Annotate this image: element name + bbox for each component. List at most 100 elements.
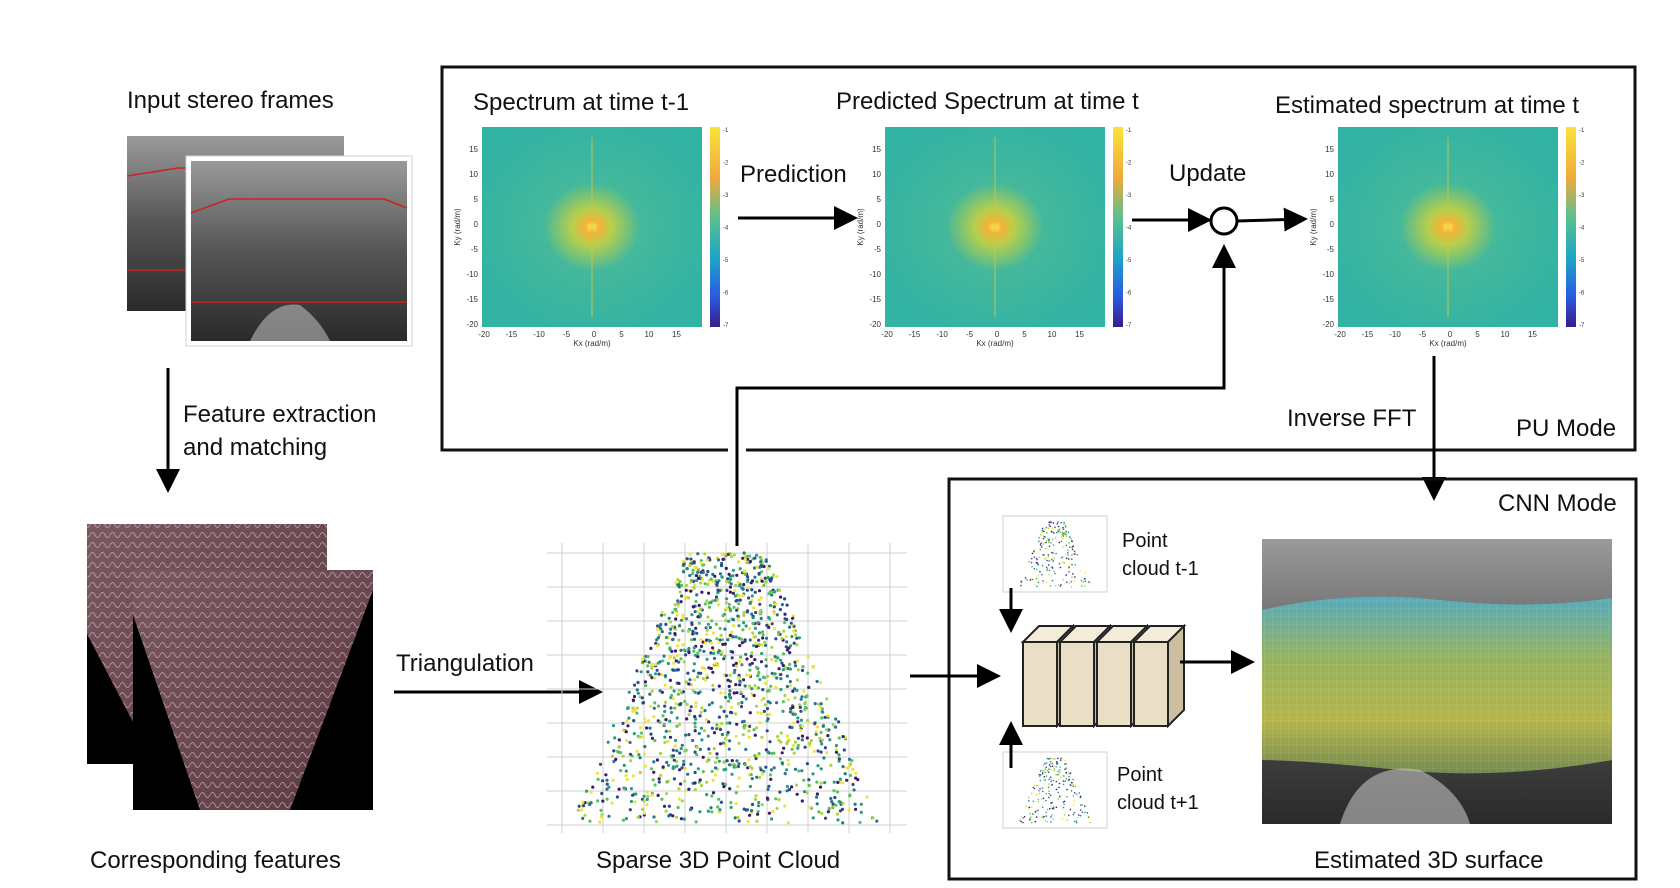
x-tick-label: -20: [478, 330, 490, 339]
y-tick-label: 15: [872, 145, 881, 154]
y-axis-label: Ky (rad/m): [856, 208, 865, 246]
colorbar-tick-label: -6: [1126, 291, 1132, 297]
colorbar-tick-label: -2: [1579, 161, 1585, 167]
update-output-arrow: [1236, 207, 1308, 232]
y-tick-label: 15: [1325, 145, 1334, 154]
spectrum-plot-prev: -20 -15 -10 -5 0 5 10 15 15 10 5 0 -5 -10 -15 -20 Kx (ra…: [453, 127, 729, 348]
colorbar-tick-label: -1: [1126, 128, 1132, 134]
update-label: Update: [1169, 160, 1247, 187]
colorbar-tick-label: -5: [1579, 258, 1585, 264]
y-tick-label: 0: [1330, 220, 1335, 229]
x-tick-label: 10: [1048, 330, 1057, 339]
y-tick-label: 5: [877, 195, 882, 204]
feature-extraction-label-1: Feature extraction: [183, 401, 377, 428]
spectrum-image: [885, 127, 1105, 327]
x-tick-label: 15: [1075, 330, 1084, 339]
y-tick-label: 10: [1325, 170, 1334, 179]
y-tick-label: 0: [474, 220, 479, 229]
x-tick-label: -10: [936, 330, 948, 339]
y-axis-label: Ky (rad/m): [453, 208, 462, 246]
y-tick-label: -20: [869, 320, 881, 329]
cnn-layers: [1020, 623, 1187, 729]
y-tick-label: 5: [1330, 195, 1335, 204]
cnn-block: [1096, 641, 1132, 727]
y-tick-label: 0: [877, 220, 882, 229]
y-tick-label: -5: [874, 245, 882, 254]
x-tick-label: 0: [995, 330, 1000, 339]
y-tick-label: -10: [1322, 270, 1334, 279]
estimated-surface-image: [1262, 539, 1612, 824]
spectrum-plot-pred: -20 -15 -10 -5 0 5 10 15 15 10 5 0 -5 -10 -15 -20 Kx (ra…: [856, 127, 1132, 348]
cloud-prev-label-2: cloud t-1: [1122, 558, 1199, 580]
y-tick-label: 15: [469, 145, 478, 154]
mini-point-cloud-prev: [1002, 515, 1108, 593]
y-tick-label: 5: [474, 195, 479, 204]
x-tick-label: -10: [533, 330, 545, 339]
y-tick-label: -15: [466, 295, 478, 304]
x-axis-label: Kx (rad/m): [1429, 339, 1467, 348]
update-node: [1209, 206, 1239, 236]
colorbar-tick-label: -1: [1579, 128, 1585, 134]
colorbar-tick-label: -6: [723, 291, 729, 297]
x-tick-label: -15: [1362, 330, 1374, 339]
colorbar-tick-label: -3: [1579, 193, 1585, 199]
y-tick-label: -5: [471, 245, 479, 254]
colorbar-tick-label: -4: [723, 226, 729, 232]
x-tick-label: -15: [506, 330, 518, 339]
y-tick-label: -5: [1327, 245, 1335, 254]
measurement-feed-line: [735, 244, 1236, 546]
y-tick-label: 10: [469, 170, 478, 179]
x-tick-label: -10: [1389, 330, 1401, 339]
x-tick-label: -5: [1419, 330, 1427, 339]
y-tick-label: -10: [869, 270, 881, 279]
x-tick-label: 15: [1528, 330, 1537, 339]
cnn-block: [1059, 641, 1095, 727]
sparse-point-cloud: [576, 551, 879, 825]
cnn-mode-box: [947, 477, 1638, 881]
y-tick-label: -10: [466, 270, 478, 279]
colorbar: [710, 127, 720, 327]
x-tick-label: -20: [881, 330, 893, 339]
y-tick-label: -15: [869, 295, 881, 304]
x-tick-label: -15: [909, 330, 921, 339]
colorbar-tick-label: -5: [723, 258, 729, 264]
colorbar-tick-label: -6: [1579, 291, 1585, 297]
x-tick-label: 5: [619, 330, 624, 339]
spectrum-prev-title: Spectrum at time t-1: [473, 89, 690, 116]
colorbar-tick-label: -3: [723, 193, 729, 199]
colorbar-tick-label: -3: [1126, 193, 1132, 199]
estimated-surface-label: Estimated 3D surface: [1314, 847, 1544, 874]
x-tick-label: 10: [645, 330, 654, 339]
cnn-mode-label: CNN Mode: [1498, 490, 1617, 517]
corresponding-features-images: [87, 524, 373, 810]
x-tick-label: 15: [672, 330, 681, 339]
triangulation-label: Triangulation: [396, 650, 534, 677]
y-tick-label: -20: [466, 320, 478, 329]
colorbar-tick-label: -2: [723, 161, 729, 167]
inverse-fft-label: Inverse FFT: [1287, 405, 1417, 432]
colorbar-tick-label: -7: [1126, 323, 1132, 329]
y-tick-label: -15: [1322, 295, 1334, 304]
cnn-block-side: [1167, 623, 1185, 729]
x-tick-label: 0: [1448, 330, 1453, 339]
spectrum-image: [1338, 127, 1558, 327]
y-tick-label: -20: [1322, 320, 1334, 329]
y-tick-label: 10: [872, 170, 881, 179]
colorbar-tick-label: -2: [1126, 161, 1132, 167]
spectrum-pred-title: Predicted Spectrum at time t: [836, 88, 1139, 115]
cnn-block: [1133, 641, 1169, 727]
colorbar-tick-label: -4: [1126, 226, 1132, 232]
cnn-block: [1022, 641, 1058, 727]
corresponding-features-label: Corresponding features: [90, 847, 341, 874]
colorbar: [1566, 127, 1576, 327]
x-tick-label: 0: [592, 330, 597, 339]
x-tick-label: 5: [1022, 330, 1027, 339]
x-tick-label: -20: [1334, 330, 1346, 339]
colorbar-tick-label: -1: [723, 128, 729, 134]
spectrum-image: [482, 127, 702, 327]
input-frames-label: Input stereo frames: [127, 87, 334, 114]
feature-extraction-label-2: and matching: [183, 434, 328, 461]
cloud-prev-label-1: Point: [1122, 530, 1168, 552]
input-stereo-frames: [126, 136, 413, 347]
